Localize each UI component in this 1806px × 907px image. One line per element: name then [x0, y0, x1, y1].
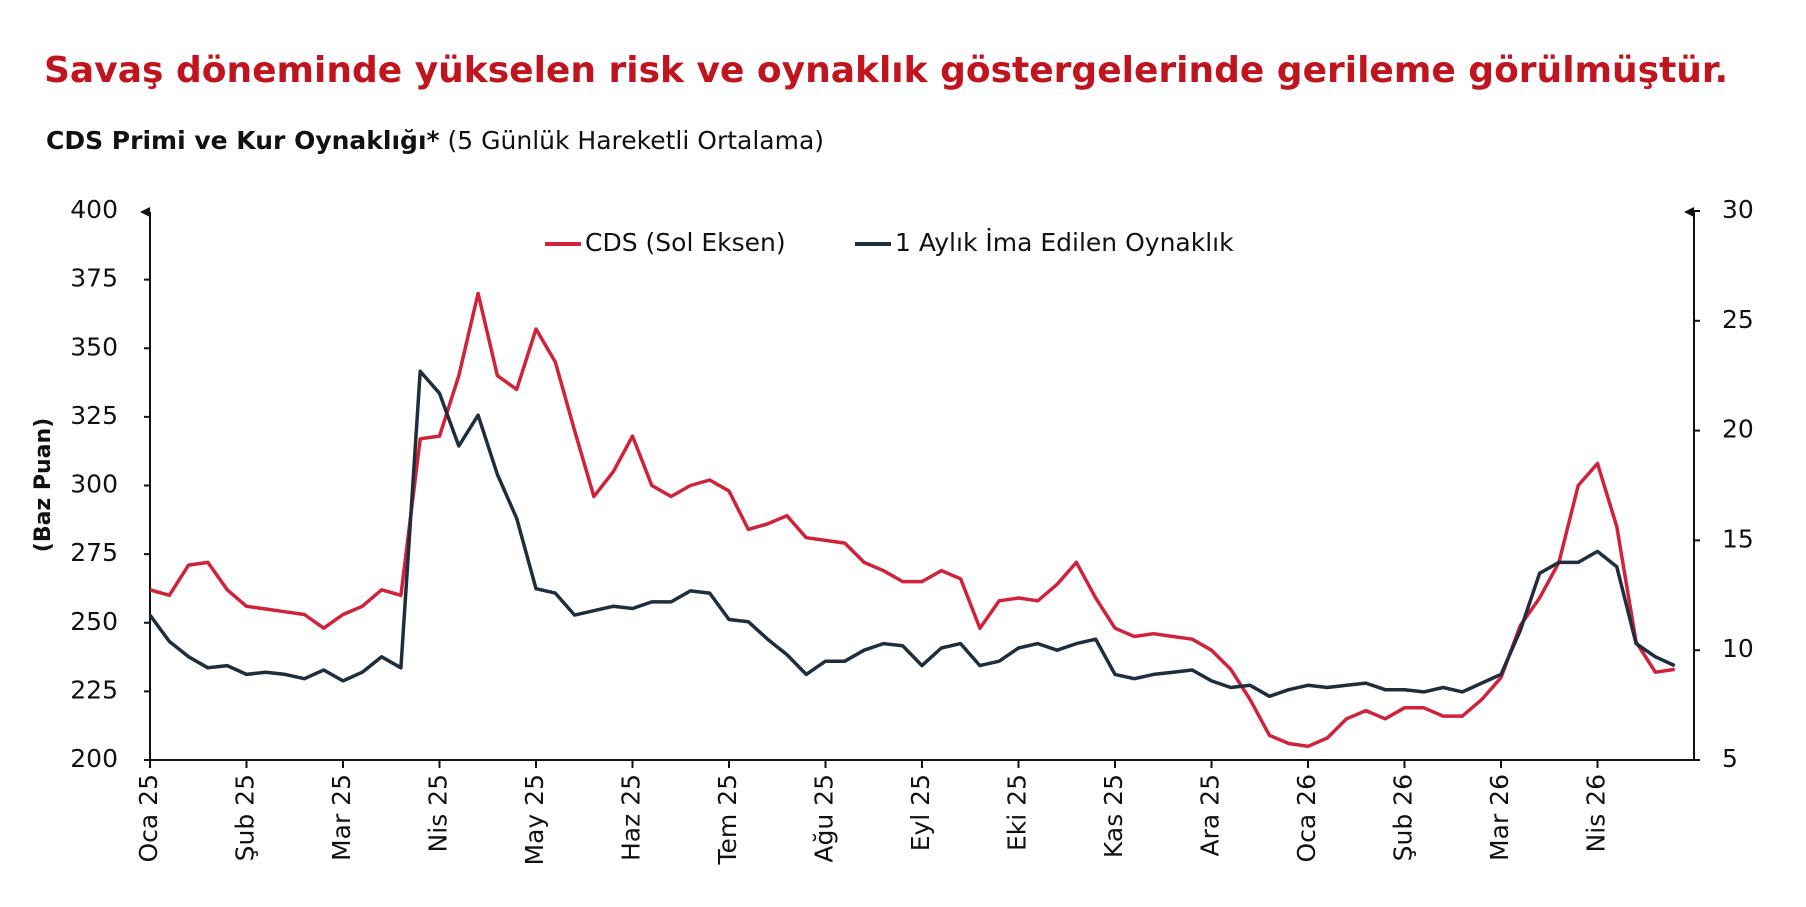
x-tick-label: Oca 26: [1292, 774, 1321, 863]
x-tick-label: Şub 25: [231, 774, 260, 861]
x-tick-label: Şub 26: [1389, 774, 1418, 861]
subtitle: (5 Günlük Hareketli Ortalama): [448, 126, 825, 155]
chart-subtitle: CDS Primi ve Kur Oynaklığı* (5 Günlük Ha…: [46, 126, 824, 155]
y-tick-label: 325: [70, 401, 118, 430]
y2-tick-label: 5: [1722, 744, 1738, 773]
legend-label: CDS (Sol Eksen): [585, 228, 786, 257]
x-tick-label: Ara 25: [1196, 774, 1225, 856]
y-tick-label: 250: [70, 607, 118, 636]
y-tick-label: 400: [70, 195, 118, 224]
y-tick-label: 375: [70, 264, 118, 293]
y-tick-label: 225: [70, 675, 118, 704]
x-tick-label: Tem 25: [713, 774, 742, 866]
x-tick-label: Ağu 25: [810, 774, 839, 863]
y-tick-label: 275: [70, 538, 118, 567]
x-tick-label: Haz 25: [617, 774, 646, 861]
x-tick-label: Nis 26: [1582, 774, 1611, 852]
y-tick-label: 300: [70, 470, 118, 499]
x-tick-label: May 25: [520, 774, 549, 865]
series-line: [149, 291, 1675, 749]
y2-tick-label: 25: [1722, 305, 1754, 334]
y2-tick-label: 30: [1722, 195, 1754, 224]
legend-label: 1 Aylık İma Edilen Oynaklık: [895, 228, 1234, 257]
subtitle-bold: CDS Primi ve Kur Oynaklığı*: [46, 126, 440, 155]
y-tick-label: 350: [70, 332, 118, 361]
x-tick-label: Eyl 25: [906, 774, 935, 851]
y2-tick-label: 20: [1722, 415, 1754, 444]
x-tick-label: Mar 26: [1485, 774, 1514, 861]
x-tick-label: Nis 25: [424, 774, 453, 852]
series-line: [148, 369, 1676, 699]
chart-title: Savaş döneminde yükselen risk ve oynaklı…: [44, 50, 1728, 91]
x-tick-label: Eki 25: [1003, 774, 1032, 851]
y2-tick-label: 10: [1722, 634, 1754, 663]
y-tick-label: 200: [70, 744, 118, 773]
x-tick-label: Oca 25: [134, 774, 163, 863]
y2-tick-label: 15: [1722, 524, 1754, 553]
y-axis-title: (Baz Puan): [31, 418, 56, 552]
x-tick-label: Mar 25: [327, 774, 356, 861]
x-tick-label: Kas 25: [1099, 774, 1128, 858]
